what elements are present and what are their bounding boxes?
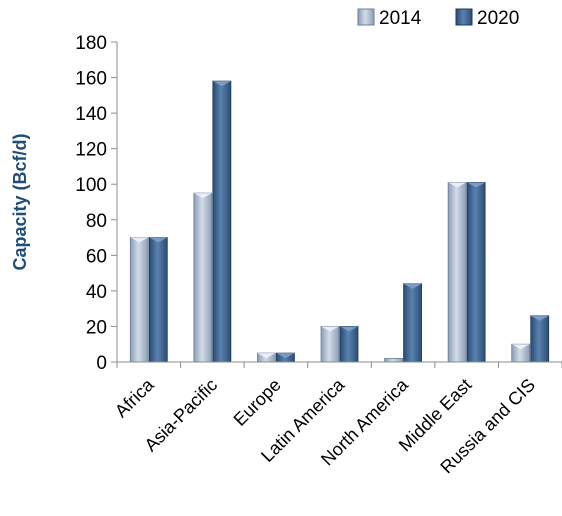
bar-2014 — [320, 326, 340, 363]
bar-cap — [511, 344, 530, 350]
y-tick-label: 140 — [75, 104, 107, 125]
bar-2014 — [129, 237, 149, 363]
bar-body — [530, 315, 550, 363]
legend-label-2020: 2020 — [477, 8, 519, 29]
bar-body — [148, 237, 168, 363]
y-tick-label: 120 — [75, 140, 107, 161]
legend: 2014 2020 — [357, 8, 519, 29]
x-category-label: Africa — [111, 374, 158, 421]
y-axis: 0 20 40 60 80 100 120 140 160 180 — [75, 33, 118, 374]
bar-body — [447, 182, 467, 363]
bar-2014 — [257, 352, 276, 363]
x-category-label: Europe — [230, 375, 285, 430]
x-axis — [116, 361, 562, 368]
bar-cap — [467, 182, 486, 188]
bar-cap — [193, 193, 212, 199]
bar-2014 — [447, 182, 467, 363]
bar-2020 — [212, 80, 232, 363]
legend-swatch-2020 — [455, 8, 473, 26]
bar-cap — [321, 326, 339, 332]
bar-2014 — [511, 343, 531, 363]
bar-cap — [530, 315, 549, 321]
bar-2020 — [466, 182, 486, 363]
bar-2014 — [384, 358, 403, 363]
bar-2014 — [193, 192, 213, 363]
bar-body — [212, 80, 232, 363]
bar-2020 — [403, 283, 422, 363]
bar-body — [193, 192, 213, 363]
bars — [129, 80, 550, 363]
bar-cap — [149, 237, 168, 243]
legend-swatch-2014 — [357, 8, 375, 26]
bar-cap — [257, 353, 276, 359]
bar-cap — [130, 237, 149, 243]
bar-2020 — [339, 326, 359, 363]
y-tick-label: 0 — [96, 353, 107, 374]
bar-body — [339, 326, 359, 363]
y-tick-label: 20 — [86, 317, 107, 338]
bar-body — [403, 283, 422, 363]
y-tick-label: 60 — [86, 246, 107, 267]
bar-cap — [340, 326, 358, 332]
bar-cap — [276, 353, 295, 359]
y-tick-label: 80 — [86, 211, 107, 232]
y-tick-label: 180 — [75, 33, 107, 54]
bar-cap — [212, 81, 231, 87]
bar-cap — [448, 182, 467, 188]
y-tick-label: 100 — [75, 175, 107, 196]
legend-label-2014: 2014 — [379, 8, 422, 29]
bar-body — [320, 326, 340, 363]
bar-2020 — [276, 352, 295, 363]
y-tick-label: 160 — [75, 69, 107, 90]
y-tick-label: 40 — [86, 282, 107, 303]
bar-cap — [403, 283, 422, 289]
bar-body — [384, 358, 403, 363]
bar-2020 — [148, 237, 168, 363]
bar-body — [129, 237, 149, 363]
bar-body — [466, 182, 486, 363]
y-axis-label: Capacity (Bcf/d) — [10, 133, 30, 270]
bar-2020 — [530, 315, 550, 363]
